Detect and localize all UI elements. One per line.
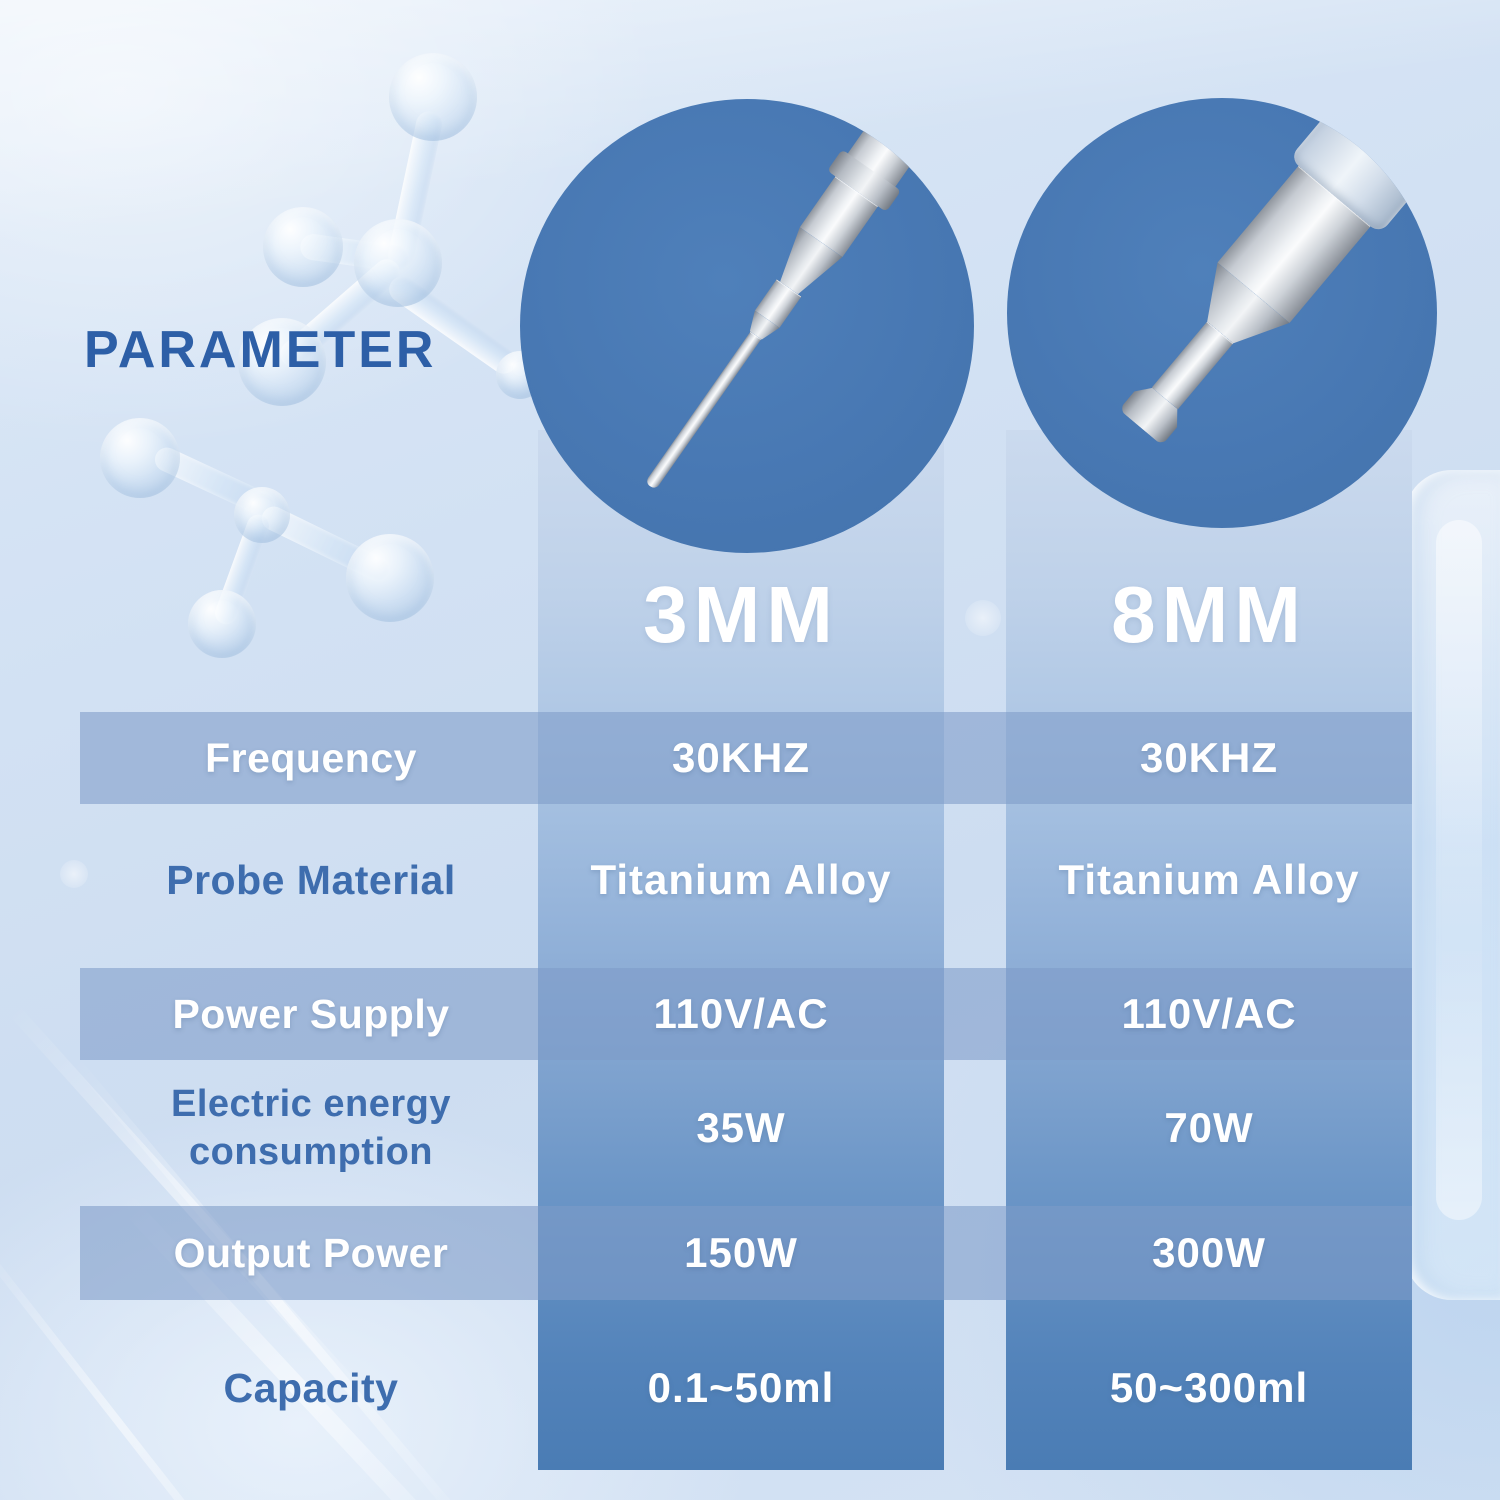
value-probe-material-3mm: Titanium Alloy <box>590 856 892 903</box>
row-label-frequency: Frequency <box>205 734 417 781</box>
probe-8mm-image <box>1091 101 1430 470</box>
probe-3mm-image <box>613 99 965 516</box>
row-label-power-supply: Power Supply <box>172 990 450 1037</box>
bokeh-dot <box>965 600 1001 636</box>
molecule-sphere <box>263 207 343 287</box>
molecule-sphere <box>354 219 442 307</box>
product-photo-circle-3mm <box>520 99 974 553</box>
probe-microtip <box>644 331 762 490</box>
row-label-probe-material: Probe Material <box>166 856 456 903</box>
row-band-power-supply <box>80 968 1412 1060</box>
water-glass-texture <box>1404 470 1500 1300</box>
row-label-capacity: Capacity <box>223 1364 399 1411</box>
molecule-bond <box>298 232 412 274</box>
value-power-supply-3mm: 110V/AC <box>653 990 829 1037</box>
value-output-power-3mm: 150W <box>684 1229 798 1276</box>
value-capacity-3mm: 0.1~50ml <box>647 1364 835 1411</box>
molecule-bond <box>211 511 273 628</box>
probe-neck <box>1151 321 1234 410</box>
molecule-bond <box>385 109 445 271</box>
molecule-sphere <box>389 53 477 141</box>
value-frequency-8mm: 30KHZ <box>1139 734 1279 781</box>
row-label-output-power: Output Power <box>173 1229 449 1276</box>
molecule-bond <box>257 502 395 586</box>
row-label-electric-energy: Electric energy consumption <box>171 1083 451 1173</box>
molecule-sphere <box>346 534 434 622</box>
column-header-3mm: 3MM <box>643 570 839 659</box>
value-electric-energy-3mm: 35W <box>696 1104 786 1151</box>
product-photo-circle-8mm <box>1007 98 1437 528</box>
molecule-sphere <box>100 418 180 498</box>
value-probe-material-8mm: Titanium Alloy <box>1058 856 1360 903</box>
water-glass-highlight <box>1436 520 1482 1220</box>
page-title: PARAMETER <box>84 321 437 379</box>
molecule-sphere <box>234 487 290 543</box>
value-power-supply-8mm: 110V/AC <box>1121 990 1297 1037</box>
molecule-sphere <box>188 590 256 658</box>
value-output-power-8mm: 300W <box>1152 1229 1266 1276</box>
value-electric-energy-8mm: 70W <box>1164 1104 1254 1151</box>
column-header-8mm: 8MM <box>1111 570 1307 659</box>
value-frequency-3mm: 30KHZ <box>671 734 811 781</box>
row-band-output-power <box>80 1206 1412 1300</box>
row-band-frequency <box>80 712 1412 804</box>
molecule-bond <box>151 443 279 521</box>
value-capacity-8mm: 50~300ml <box>1109 1364 1309 1411</box>
